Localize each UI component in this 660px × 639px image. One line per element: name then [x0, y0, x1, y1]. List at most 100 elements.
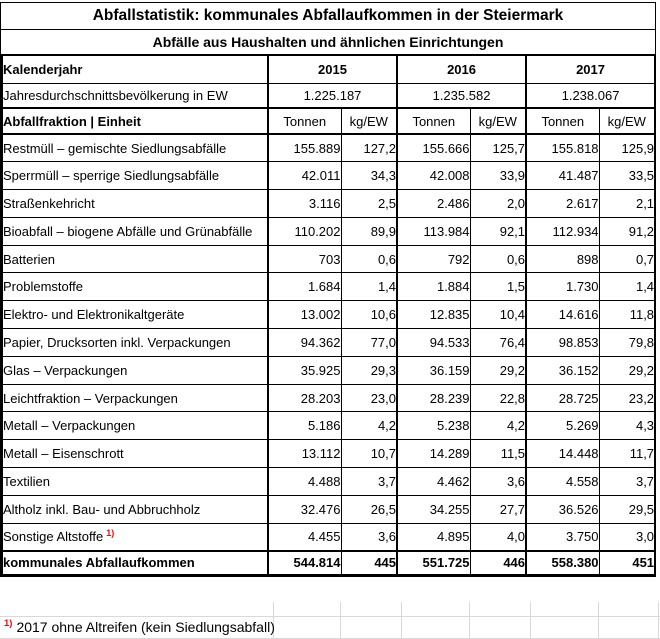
kgew-value: 3,7: [340, 467, 399, 496]
row-label-cell: Metall – Eisenschrott: [1, 439, 269, 469]
row-label: Bioabfall – biogene Abfälle und Grünabfä…: [3, 223, 253, 239]
row-label: Metall – Verpackungen: [3, 418, 136, 434]
total-kgew-value: 446: [469, 549, 528, 576]
table-row: Textilien 4.488 3,7 4.462 3,6 4.558 3,7: [1, 467, 656, 496]
population-value: 1.225.187: [267, 82, 399, 109]
row-label-cell: Sperrmüll – sperrige Siedlungsabfälle: [1, 161, 269, 191]
table-row: Metall – Verpackungen 5.186 4,2 5.238 4,…: [1, 411, 656, 441]
kgew-value: 91,2: [598, 216, 656, 246]
kgew-value: 29,2: [469, 355, 528, 385]
row-label: Papier, Drucksorten inkl. Verpackungen: [3, 334, 231, 350]
row-label-cell: Metall – Verpackungen: [1, 411, 269, 441]
row-label: Metall – Eisenschrott: [3, 446, 124, 462]
row-label-cell: Problemstoffe: [1, 272, 269, 302]
tonnen-value: 13.002: [267, 300, 342, 330]
tonnen-value: 3.116: [267, 189, 342, 218]
kgew-value: 0,7: [598, 244, 656, 274]
tonnen-value: 32.476: [267, 494, 342, 524]
total-tonnen-value: 544.814: [267, 549, 342, 576]
tonnen-value: 13.112: [267, 439, 342, 469]
kgew-value: 11,8: [598, 300, 656, 330]
calendar-year-row: Kalenderjahr 2015 2016 2017: [1, 54, 656, 84]
kgew-value: 125,7: [469, 133, 528, 163]
kgew-value: 11,5: [469, 439, 528, 469]
tonnen-value: 1.684: [267, 272, 342, 302]
row-label-cell: Leichtfraktion – Verpackungen: [1, 383, 269, 413]
kgew-value: 0,6: [340, 244, 399, 274]
tonnen-value: 155.889: [267, 133, 342, 163]
tonnen-value: 28.239: [396, 383, 471, 413]
tonnen-value: 94.533: [396, 328, 471, 357]
row-label: Altholz inkl. Bau- und Abbruchholz: [3, 501, 201, 517]
row-label-cell: Altholz inkl. Bau- und Abbruchholz: [1, 494, 269, 524]
row-label: Batterien: [3, 251, 56, 267]
tonnen-value: 5.269: [525, 411, 600, 441]
kgew-value: 92,1: [469, 216, 528, 246]
row-label: Glas – Verpackungen: [3, 362, 128, 378]
tonnen-value: 113.984: [396, 216, 471, 246]
footnote: 1) 2017 ohne Altreifen (kein Siedlungsabf…: [4, 617, 275, 638]
gridline: [530, 602, 531, 638]
tonnen-value: 5.238: [396, 411, 471, 441]
row-label-cell: Batterien: [1, 244, 269, 274]
row-label-cell: Restmüll – gemischte Siedlungsabfälle: [1, 133, 269, 163]
row-label: Restmüll – gemischte Siedlungsabfälle: [3, 140, 227, 156]
tonnen-value: 703: [267, 244, 342, 274]
kgew-value: 29,3: [340, 355, 399, 385]
unit-header-kgew: kg/EW: [340, 107, 399, 135]
table-subtitle: Abfälle aus Haushalten und ähnlichen Ein…: [152, 34, 504, 50]
kgew-value: 11,7: [598, 439, 656, 469]
row-label-cell: Glas – Verpackungen: [1, 355, 269, 385]
row-label-cell: Bioabfall – biogene Abfälle und Grünabfä…: [1, 216, 269, 246]
tonnen-value: 1.884: [396, 272, 471, 302]
kgew-value: 125,9: [598, 133, 656, 163]
kgew-value: 127,2: [340, 133, 399, 163]
table-row: Papier, Drucksorten inkl. Verpackungen 9…: [1, 328, 656, 357]
row-label-cell: Papier, Drucksorten inkl. Verpackungen: [1, 328, 269, 357]
fraction-unit-header: Abfallfraktion | Einheit: [1, 107, 269, 135]
tonnen-value: 4.895: [396, 522, 471, 552]
tonnen-value: 112.934: [525, 216, 600, 246]
total-tonnen-value: 558.380: [525, 549, 600, 576]
table-row: Batterien 703 0,6 792 0,6 898 0,7: [1, 244, 656, 274]
kgew-value: 2,1: [598, 189, 656, 218]
kgew-value: 10,7: [340, 439, 399, 469]
year-header: 2016: [396, 54, 528, 84]
population-value: 1.235.582: [396, 82, 528, 109]
kgew-value: 1,4: [340, 272, 399, 302]
tonnen-value: 5.186: [267, 411, 342, 441]
row-label-cell: Sonstige Altstoffe 1): [1, 522, 269, 552]
gridline: [658, 602, 659, 638]
tonnen-value: 2.486: [396, 189, 471, 218]
kgew-value: 23,2: [598, 383, 656, 413]
kgew-value: 79,8: [598, 328, 656, 357]
table-row: Glas – Verpackungen 35.925 29,3 36.159 2…: [1, 355, 656, 385]
row-label: Elektro- und Elektronikaltgeräte: [3, 307, 185, 323]
gridline: [469, 602, 470, 638]
tonnen-value: 41.487: [525, 161, 600, 191]
tonnen-value: 42.011: [267, 161, 342, 191]
row-label: Sonstige Altstoffe: [3, 529, 104, 545]
kgew-value: 10,6: [340, 300, 399, 330]
population-label: Jahresdurchschnittsbevölkerung in EW: [1, 82, 269, 109]
table-row: Metall – Eisenschrott 13.112 10,7 14.289…: [1, 439, 656, 469]
unit-header-kgew: kg/EW: [598, 107, 656, 135]
tonnen-value: 14.616: [525, 300, 600, 330]
spreadsheet-grid-area: 1) 2017 ohne Altreifen (kein Siedlungsabf…: [0, 602, 660, 639]
row-label-cell: Elektro- und Elektronikaltgeräte: [1, 300, 269, 330]
kgew-value: 3,6: [469, 467, 528, 496]
tonnen-value: 28.725: [525, 383, 600, 413]
table-row: Problemstoffe 1.684 1,4 1.884 1,5 1.730 …: [1, 272, 656, 302]
kgew-value: 1,4: [598, 272, 656, 302]
total-row: kommunales Abfallaufkommen 544.814 445 5…: [1, 549, 656, 576]
tonnen-value: 155.818: [525, 133, 600, 163]
gridline: [401, 602, 402, 638]
tonnen-value: 14.448: [525, 439, 600, 469]
gridline: [0, 616, 660, 617]
population-row: Jahresdurchschnittsbevölkerung in EW 1.2…: [1, 82, 656, 109]
kgew-value: 33,9: [469, 161, 528, 191]
tonnen-value: 4.558: [525, 467, 600, 496]
population-value: 1.238.067: [525, 82, 656, 109]
table-row: Altholz inkl. Bau- und Abbruchholz 32.47…: [1, 494, 656, 524]
kgew-value: 3,0: [598, 522, 656, 552]
